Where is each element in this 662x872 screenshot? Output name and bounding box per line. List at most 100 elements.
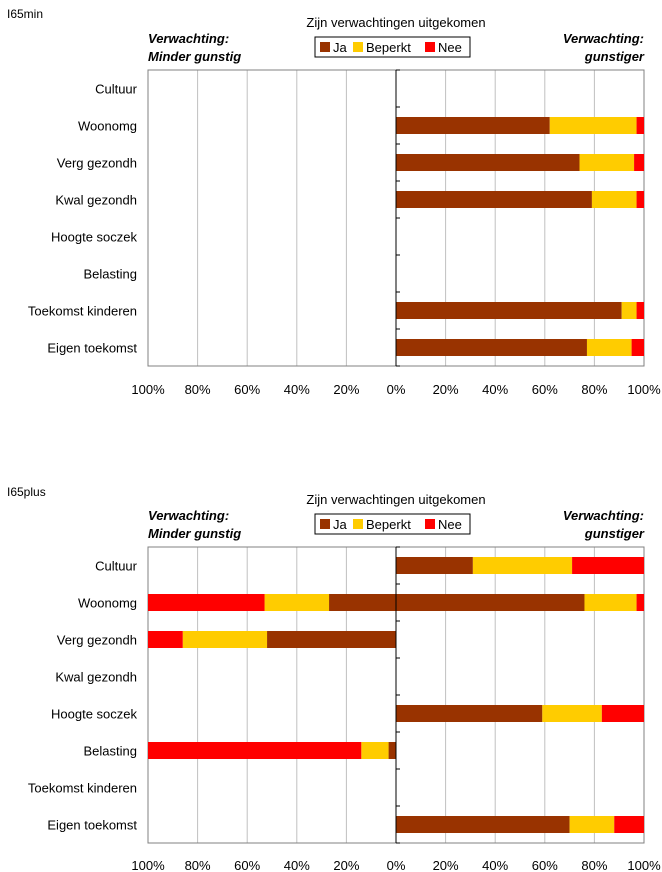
bar-positive-ja: [396, 302, 622, 319]
chart-title: Zijn verwachtingen uitgekomen: [306, 492, 485, 507]
category-label: Eigen toekomst: [47, 341, 137, 356]
x-tick-label: 100%: [627, 858, 661, 872]
bar-positive-beperkt: [542, 705, 602, 722]
bar-positive-nee: [631, 339, 644, 356]
legend-entry-ja: Ja: [333, 40, 348, 55]
bar-positive-beperkt: [579, 154, 635, 171]
legend-entry-nee: Nee: [438, 40, 462, 55]
left-header-line2: Minder gunstig: [148, 526, 241, 541]
legend-swatch: [425, 42, 435, 52]
x-tick-label: 0%: [387, 858, 406, 872]
bar-positive-beperkt: [591, 191, 637, 208]
bar-negative-ja: [329, 594, 396, 611]
category-label: Belasting: [84, 744, 137, 759]
legend: Ja Beperkt Nee: [314, 36, 471, 58]
bar-positive-ja: [396, 339, 587, 356]
category-label: Cultuur: [95, 82, 138, 97]
left-header-line2: Minder gunstig: [148, 49, 241, 64]
bar-positive-beperkt: [549, 117, 637, 134]
x-tick-label: 80%: [581, 382, 607, 397]
x-tick-label: 100%: [131, 858, 165, 872]
x-tick-label: 40%: [482, 858, 508, 872]
x-tick-label: 100%: [627, 382, 661, 397]
x-tick-label: 80%: [185, 858, 211, 872]
category-label: Verg gezondh: [57, 156, 137, 171]
bar-positive-nee: [636, 594, 644, 611]
bar-positive-nee: [601, 705, 644, 722]
bar-positive-nee: [636, 302, 644, 319]
legend-entry-nee: Nee: [438, 517, 462, 532]
bar-positive-ja: [396, 705, 543, 722]
bar-positive-beperkt: [586, 339, 632, 356]
category-label: Cultuur: [95, 559, 138, 574]
left-header-line1: Verwachting:: [148, 31, 229, 46]
bar-negative-beperkt: [361, 742, 389, 759]
chart-panel-i65min: I65min Zijn verwachtingen uitgekomen Verwa…: [7, 7, 661, 397]
legend-swatch: [425, 519, 435, 529]
category-label: Kwal gezondh: [55, 193, 137, 208]
bar-positive-nee: [636, 191, 644, 208]
bar-negative-nee: [148, 631, 183, 648]
right-header-line2: gunstiger: [584, 49, 645, 64]
bar-negative-beperkt: [264, 594, 330, 611]
legend-entry-beperkt: Beperkt: [366, 517, 411, 532]
category-label: Woonomg: [78, 119, 137, 134]
bar-negative-nee: [148, 594, 265, 611]
x-tick-label: 20%: [433, 858, 459, 872]
bar-positive-nee: [636, 117, 644, 134]
legend-entry-ja: Ja: [333, 517, 348, 532]
x-tick-label: 60%: [532, 382, 558, 397]
left-header-line1: Verwachting:: [148, 508, 229, 523]
category-label: Hoogte soczek: [51, 707, 137, 722]
category-label: Eigen toekomst: [47, 818, 137, 833]
legend-swatch: [320, 519, 330, 529]
bar-positive-beperkt: [569, 816, 615, 833]
bar-positive-nee: [634, 154, 644, 171]
panel-label: I65plus: [7, 485, 46, 499]
bar-positive-ja: [396, 816, 570, 833]
category-label: Toekomst kinderen: [28, 304, 137, 319]
bar-positive-ja: [396, 557, 473, 574]
bar-positive-nee: [614, 816, 644, 833]
x-tick-label: 0%: [387, 382, 406, 397]
x-tick-label: 80%: [581, 858, 607, 872]
right-header-line1: Verwachting:: [563, 508, 644, 523]
x-tick-label: 60%: [234, 858, 260, 872]
x-tick-label: 40%: [284, 382, 310, 397]
x-tick-label: 40%: [482, 382, 508, 397]
right-header-line2: gunstiger: [584, 526, 645, 541]
x-tick-label: 20%: [433, 382, 459, 397]
bar-negative-nee: [148, 742, 362, 759]
x-tick-label: 100%: [131, 382, 165, 397]
bar-negative-ja: [388, 742, 396, 759]
x-tick-label: 20%: [333, 382, 359, 397]
category-label: Belasting: [84, 267, 137, 282]
legend-swatch: [353, 42, 363, 52]
x-tick-label: 60%: [234, 382, 260, 397]
bar-positive-ja: [396, 191, 592, 208]
x-tick-label: 80%: [185, 382, 211, 397]
bar-positive-ja: [396, 154, 580, 171]
bar-positive-beperkt: [472, 557, 573, 574]
bar-positive-ja: [396, 117, 550, 134]
x-tick-label: 20%: [333, 858, 359, 872]
bar-negative-ja: [267, 631, 396, 648]
legend-swatch: [320, 42, 330, 52]
bar-negative-beperkt: [182, 631, 268, 648]
x-tick-label: 40%: [284, 858, 310, 872]
bar-positive-beperkt: [621, 302, 637, 319]
legend: Ja Beperkt Nee: [314, 513, 471, 535]
panel-label: I65min: [7, 7, 43, 21]
bar-positive-nee: [572, 557, 644, 574]
category-label: Hoogte soczek: [51, 230, 137, 245]
legend-swatch: [353, 519, 363, 529]
x-tick-label: 60%: [532, 858, 558, 872]
bar-positive-beperkt: [584, 594, 637, 611]
category-label: Kwal gezondh: [55, 670, 137, 685]
chart-title: Zijn verwachtingen uitgekomen: [306, 15, 485, 30]
category-label: Verg gezondh: [57, 633, 137, 648]
bar-positive-ja: [396, 594, 585, 611]
right-header-line1: Verwachting:: [563, 31, 644, 46]
category-label: Toekomst kinderen: [28, 781, 137, 796]
